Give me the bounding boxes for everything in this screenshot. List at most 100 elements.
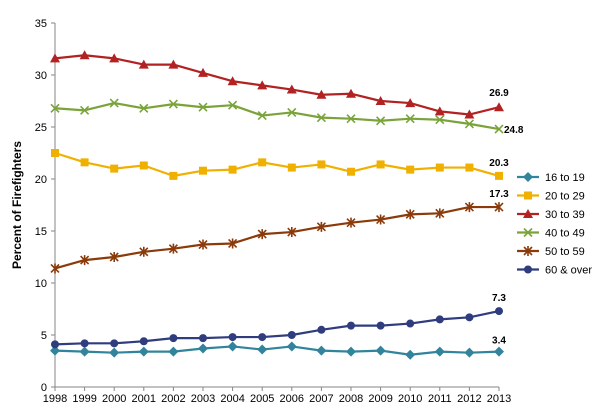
data-point: [376, 214, 386, 225]
legend-marker: [524, 191, 532, 200]
series-line: [54, 101, 500, 131]
data-point: [464, 109, 475, 119]
data-point: [227, 76, 238, 86]
data-label: 20.3: [489, 158, 509, 169]
data-point: [168, 59, 179, 69]
legend-item: 50 to 59: [517, 246, 585, 258]
data-point: [317, 160, 326, 169]
data-point: [287, 163, 296, 172]
y-axis-title: Percent of Firefighters: [10, 141, 24, 269]
data-point: [168, 243, 178, 254]
data-point: [139, 161, 148, 170]
data-point: [405, 98, 416, 108]
data-point: [139, 246, 149, 257]
series-line: [54, 345, 500, 356]
data-point: [286, 341, 297, 352]
legend-label: 16 to 19: [545, 172, 585, 184]
data-point: [405, 114, 415, 124]
x-tick-label: 2003: [191, 393, 215, 405]
x-tick-label: 2005: [250, 393, 274, 405]
data-point: [375, 345, 386, 356]
legend-label: 60 & over: [545, 265, 592, 277]
data-point: [257, 344, 268, 355]
data-point: [495, 307, 503, 316]
data-point: [287, 227, 297, 238]
data-point: [495, 171, 503, 180]
x-tick-label: 2002: [161, 393, 185, 405]
data-point: [376, 116, 386, 126]
data-point: [110, 339, 119, 348]
legend-item: 20 to 29: [517, 191, 585, 203]
x-tick-label: 1998: [43, 393, 67, 405]
legend-label: 50 to 59: [545, 246, 585, 258]
data-label: 17.3: [489, 189, 509, 200]
x-tick-label: 2004: [220, 393, 244, 405]
legend-item: 60 & over: [517, 265, 592, 277]
series-20-to-29: [51, 149, 503, 180]
data-label: 26.9: [489, 88, 509, 99]
data-point: [198, 343, 208, 354]
data-point: [198, 239, 208, 250]
data-label: 3.4: [492, 336, 506, 347]
data-point: [494, 202, 504, 213]
legend-marker: [523, 246, 533, 256]
series-group: [50, 50, 504, 360]
data-point: [287, 331, 296, 339]
data-point: [139, 103, 149, 113]
data-point: [50, 345, 60, 356]
data-point: [317, 325, 326, 334]
data-point: [51, 149, 59, 157]
data-point: [228, 238, 238, 249]
legend-label: 20 to 29: [545, 191, 585, 203]
data-point: [375, 96, 386, 105]
series-30-to-39: [50, 50, 504, 119]
data-point: [435, 115, 445, 125]
data-point: [287, 107, 297, 118]
data-point: [169, 334, 178, 343]
data-point: [258, 158, 267, 167]
series-line: [54, 151, 500, 177]
data-point: [258, 333, 267, 342]
data-point: [464, 347, 475, 358]
data-point: [435, 163, 444, 172]
axes: 0 5 10 15 20 25 30 35 1998 1999 2000 2001 2002 2003 20…: [35, 18, 511, 405]
x-tick-label: 2012: [457, 393, 481, 405]
data-point: [405, 349, 416, 360]
data-point: [346, 114, 356, 124]
data-point: [347, 167, 355, 176]
data-point: [434, 106, 445, 116]
x-tick-label: 2007: [309, 393, 333, 405]
data-point: [346, 88, 356, 98]
series-16-to-19: [50, 341, 504, 360]
data-point: [346, 217, 356, 228]
data-point: [257, 80, 268, 90]
data-point: [109, 252, 119, 262]
x-tick-label: 1999: [72, 393, 96, 405]
data-point: [465, 163, 474, 172]
x-tick-label: 2011: [428, 393, 452, 405]
data-point: [434, 346, 445, 357]
data-point: [138, 59, 149, 69]
data-point: [406, 165, 415, 174]
data-point: [228, 100, 238, 110]
data-point: [50, 103, 60, 113]
data-point: [79, 346, 90, 357]
data-point: [79, 50, 90, 60]
legend-marker: [523, 227, 533, 238]
x-tick-label: 2009: [368, 393, 392, 405]
legend-label: 40 to 49: [545, 228, 585, 240]
series-50-to-59: [50, 202, 504, 274]
y-tick-label: 15: [35, 226, 47, 238]
data-point: [376, 160, 385, 169]
data-point: [169, 171, 178, 180]
series-line: [54, 205, 499, 270]
data-point: [199, 166, 207, 175]
data-point: [80, 255, 90, 266]
legend-item: 30 to 39: [517, 209, 585, 221]
data-labels: 3.4 20.3 26.9 24.8 17.3 7.3: [489, 88, 524, 346]
data-point: [227, 341, 238, 352]
data-point: [109, 98, 119, 108]
y-tick-label: 0: [41, 382, 47, 394]
data-point: [435, 208, 445, 219]
